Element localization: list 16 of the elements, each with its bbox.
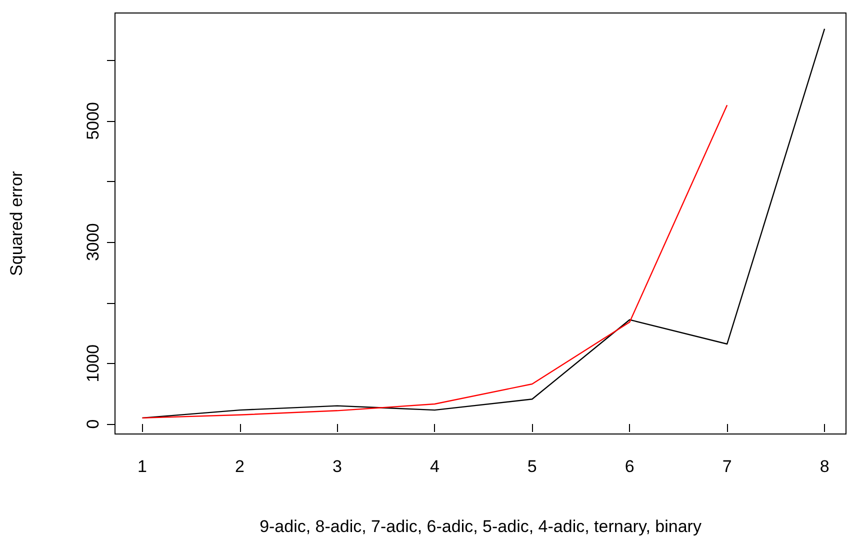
- line-series: [142, 104, 728, 419]
- x-axis-title: 9-adic, 8-adic, 7-adic, 6-adic, 5-adic, 4-adic, ternary, binary: [260, 517, 702, 536]
- x-tick-label: 6: [624, 457, 634, 476]
- x-tick-label: 1: [138, 457, 148, 476]
- y-tick-label: 1000: [84, 344, 102, 382]
- y-tick-label: 5000: [84, 102, 102, 140]
- y-tick-label: 0: [84, 419, 102, 429]
- x-tick-label: 7: [722, 457, 732, 476]
- y-axis-title: Squared error: [7, 170, 26, 276]
- x-tick-label: 2: [235, 457, 244, 476]
- y-tick-label: 3000: [84, 223, 102, 262]
- x-tick-label: 4: [430, 457, 440, 476]
- line-series: [142, 28, 826, 419]
- x-tick-label: 3: [332, 457, 342, 476]
- x-tick-label: 5: [527, 457, 537, 476]
- x-tick-label: 8: [820, 457, 830, 476]
